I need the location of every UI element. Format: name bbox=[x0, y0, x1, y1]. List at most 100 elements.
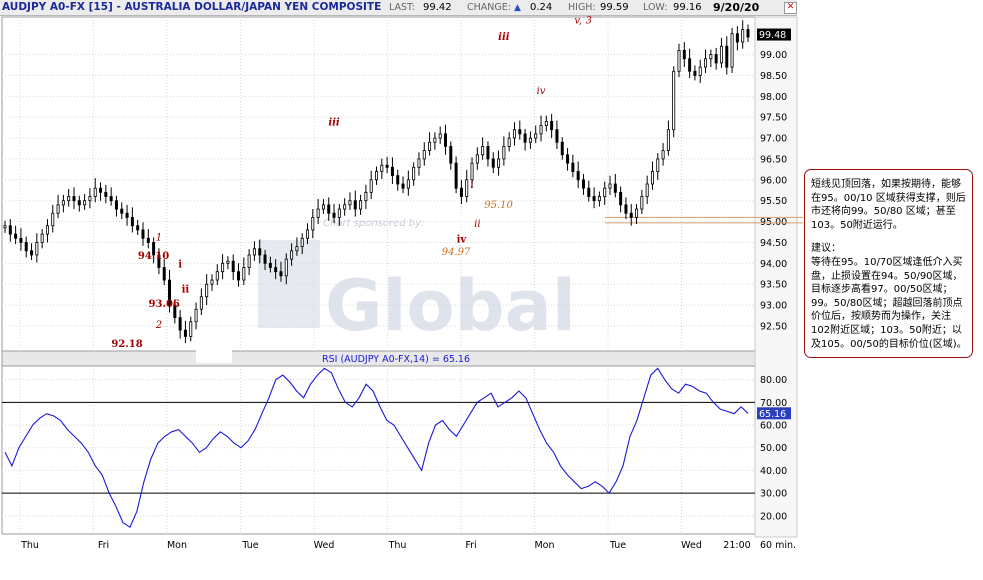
price-tick-label: 95.50 bbox=[760, 196, 787, 207]
candle-body bbox=[449, 146, 453, 164]
candle-body bbox=[523, 133, 527, 143]
candle-body bbox=[380, 164, 384, 172]
price-tick-label: 98.00 bbox=[760, 92, 787, 103]
candle-body bbox=[300, 237, 304, 248]
candle-body bbox=[194, 308, 198, 323]
candle-body bbox=[539, 125, 543, 135]
low-label: LOW: bbox=[643, 2, 668, 13]
candle-body bbox=[210, 279, 214, 285]
candle-body bbox=[168, 279, 172, 306]
candle-body bbox=[295, 246, 299, 252]
candle-body bbox=[231, 260, 235, 273]
candle-body bbox=[719, 45, 723, 64]
candle-body bbox=[571, 162, 575, 172]
price-tick-label: 93.50 bbox=[760, 280, 787, 291]
candle-body bbox=[306, 229, 310, 239]
wave-annotation: v, bbox=[574, 15, 582, 26]
candle-body bbox=[56, 204, 60, 214]
candle-body bbox=[709, 54, 713, 60]
candle-body bbox=[645, 183, 649, 197]
candle-body bbox=[146, 237, 150, 243]
candle-body bbox=[157, 254, 161, 268]
candle-body bbox=[67, 196, 71, 202]
rsi-title: RSI (AUDJPY A0-FX,14) = 65.16 bbox=[322, 354, 470, 365]
candle-body bbox=[704, 58, 708, 68]
candle-body bbox=[459, 187, 463, 197]
rsi-tick-label: 20.00 bbox=[760, 511, 787, 522]
candle-body bbox=[226, 260, 230, 264]
candle-body bbox=[507, 137, 511, 147]
candle-body bbox=[321, 204, 325, 210]
price-tick-label: 97.50 bbox=[760, 113, 787, 124]
candle-body bbox=[284, 258, 288, 277]
candle-body bbox=[454, 162, 458, 189]
watermark-logo bbox=[258, 240, 320, 328]
candle-body bbox=[491, 158, 495, 168]
price-tick-label: 99.00 bbox=[760, 50, 787, 61]
candle-body bbox=[613, 183, 617, 193]
candle-body bbox=[45, 225, 49, 235]
candle-body bbox=[619, 191, 623, 206]
close-icon[interactable]: ✕ bbox=[784, 2, 797, 14]
candle-body bbox=[433, 137, 437, 143]
candle-body bbox=[608, 183, 612, 189]
candle-body bbox=[714, 54, 718, 64]
candle-body bbox=[99, 187, 103, 193]
price-tick-label: 96.50 bbox=[760, 154, 787, 165]
candle-body bbox=[656, 158, 660, 172]
candle-body bbox=[221, 262, 225, 273]
candle-body bbox=[3, 225, 7, 229]
interval-label: 60 min. bbox=[760, 540, 796, 551]
candle-body bbox=[199, 296, 203, 310]
candle-body bbox=[83, 200, 87, 206]
candle-body bbox=[677, 50, 681, 72]
x-tick-label: Fri bbox=[465, 540, 476, 551]
candle-body bbox=[603, 187, 607, 197]
candle-body bbox=[364, 191, 368, 202]
last-label: LAST: bbox=[389, 2, 415, 13]
wave-annotation: 93.06 bbox=[149, 299, 180, 310]
candle-body bbox=[550, 120, 554, 131]
last-value: 99.42 bbox=[423, 2, 452, 13]
candle-body bbox=[205, 283, 209, 298]
note-paragraph-2: 等待在95。10/70区域逢低介入买盘，止损设置在94。50/90区域，目标逐步… bbox=[811, 256, 967, 350]
candle-body bbox=[730, 33, 734, 68]
wave-annotation: iv bbox=[537, 86, 546, 97]
candle-body bbox=[438, 133, 442, 139]
candle-body bbox=[263, 254, 267, 264]
header-date: 9/20/20 bbox=[713, 1, 760, 14]
candle-body bbox=[560, 141, 564, 156]
rsi-line bbox=[4, 367, 749, 529]
candle-body bbox=[35, 242, 39, 256]
wave-annotation: 92.18 bbox=[111, 339, 142, 350]
candle-body bbox=[242, 267, 246, 281]
candle-body bbox=[353, 200, 357, 210]
rsi-tick-label: 60.00 bbox=[760, 421, 787, 432]
candle-body bbox=[51, 212, 55, 227]
candle-body bbox=[88, 196, 92, 202]
candle-body bbox=[661, 150, 665, 160]
candle-body bbox=[215, 271, 219, 281]
candle-body bbox=[406, 179, 410, 189]
candle-body bbox=[443, 133, 447, 147]
candle-body bbox=[178, 317, 182, 331]
candle-body bbox=[587, 187, 591, 197]
candle-body bbox=[544, 120, 548, 126]
change-value: 0.24 bbox=[530, 2, 553, 13]
price-panel bbox=[1, 16, 756, 352]
candle-body bbox=[337, 208, 341, 218]
candle-body bbox=[369, 179, 373, 193]
candle-body bbox=[24, 242, 28, 252]
candle-body bbox=[385, 164, 389, 168]
candle-body bbox=[735, 33, 739, 43]
wave-annotation: i bbox=[178, 260, 182, 271]
candle-body bbox=[72, 196, 76, 202]
candle-body bbox=[189, 321, 193, 337]
candle-body bbox=[417, 158, 421, 168]
candle-body bbox=[258, 248, 262, 256]
candle-body bbox=[8, 225, 12, 235]
candle-body bbox=[327, 204, 331, 214]
candle-body bbox=[497, 158, 501, 168]
candle-body bbox=[93, 187, 97, 197]
